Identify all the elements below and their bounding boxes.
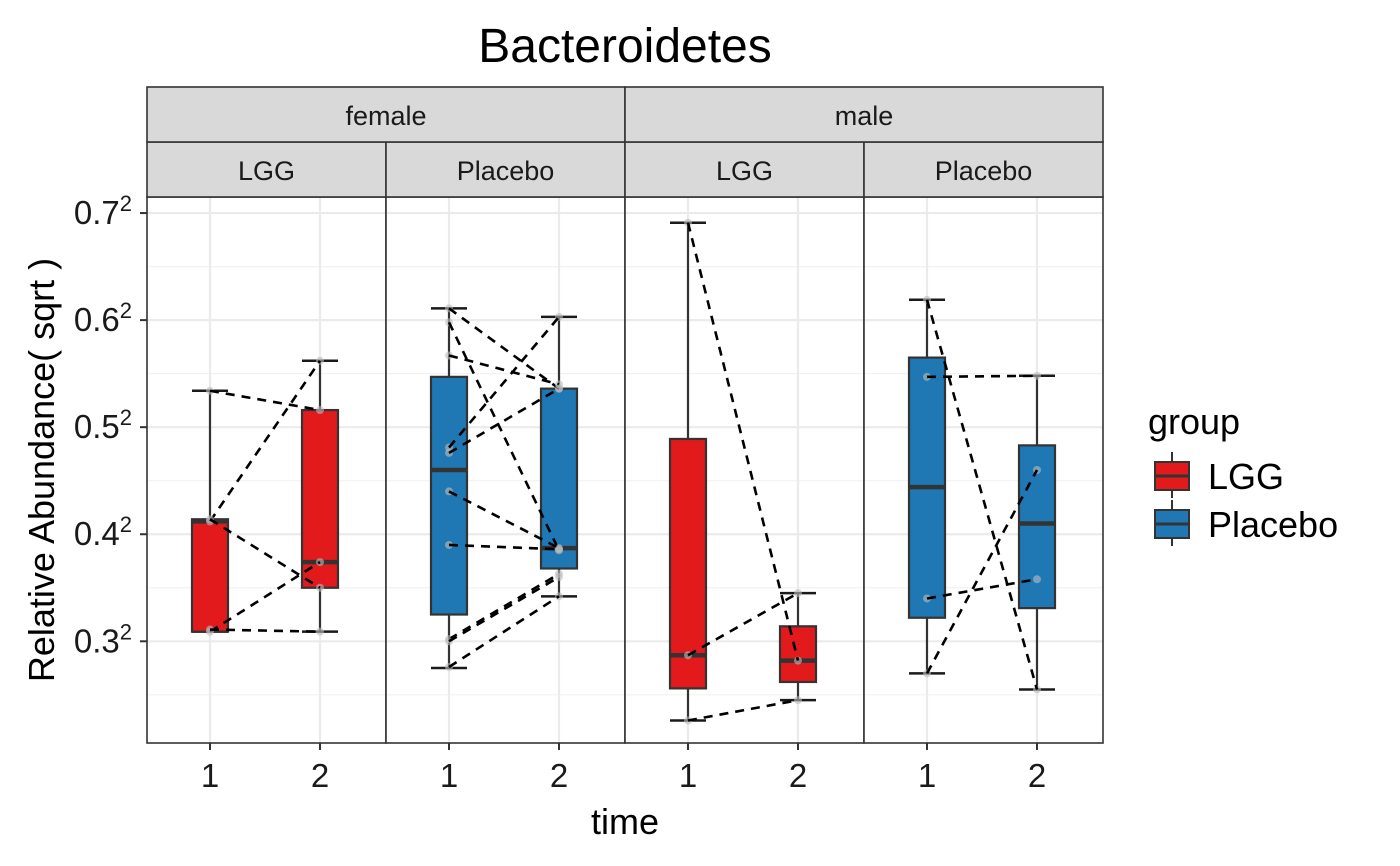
y-tick-base: 0.4 (74, 515, 120, 552)
panel-background (625, 197, 864, 743)
y-tick-label: 0.32 (74, 619, 132, 659)
y-tick-label: 0.52 (74, 405, 132, 445)
paired-connector (447, 321, 561, 551)
x-tick-label: 2 (311, 757, 329, 794)
strip-sex-male (624, 86, 1104, 143)
y-axis-title: Relative Abundance( sqrt ) (21, 258, 62, 682)
paired-connector (687, 698, 799, 722)
paired-connector (687, 591, 799, 657)
x-axis-title: time (591, 801, 659, 842)
panel-background (386, 197, 625, 743)
strip-group-lgg (624, 141, 865, 198)
paired-connector (926, 374, 1038, 379)
data-point (1033, 371, 1041, 380)
paired-connector (686, 222, 800, 661)
y-tick-base: 0.6 (74, 301, 120, 338)
paired-connector (448, 490, 560, 550)
x-tick-label: 1 (679, 757, 697, 794)
data-point (555, 384, 563, 393)
paired-connector (926, 577, 1038, 600)
y-tick-base: 0.5 (74, 408, 120, 445)
y-tick-base: 0.3 (74, 622, 120, 659)
panel-female-placebo (385, 196, 626, 744)
y-tick-label: 0.62 (74, 298, 132, 338)
x-tick-label: 1 (201, 757, 219, 794)
paired-connector (448, 575, 560, 643)
x-tick-label: 1 (918, 757, 936, 794)
panel-female-lgg (146, 196, 387, 744)
paired-connector (209, 389, 321, 412)
y-tick-exponent: 2 (120, 298, 132, 323)
paired-connector (209, 518, 321, 589)
data-point (555, 545, 563, 554)
strip-group-label: Placebo (457, 156, 555, 186)
panel-background (147, 197, 386, 743)
x-tick-label: 2 (789, 757, 807, 794)
paired-connector (448, 595, 560, 669)
paired-connector (448, 354, 560, 386)
x-tick-label: 2 (550, 757, 568, 794)
box-placebo-time-1 (429, 307, 469, 670)
paired-connector (925, 469, 1039, 675)
y-tick-exponent: 2 (120, 405, 132, 430)
box-body (668, 437, 708, 690)
paired-connector (208, 360, 322, 523)
chart-title: Bacteroidetes (478, 20, 772, 73)
box-body (539, 387, 579, 570)
strip-group-placebo (385, 141, 626, 198)
legend-entry-placebo: Placebo (1154, 500, 1338, 546)
strip-sex-label: female (345, 101, 426, 131)
x-tick-label: 2 (1028, 757, 1046, 794)
panel-male-lgg (624, 196, 865, 744)
y-tick-exponent: 2 (120, 512, 132, 537)
x-axis: 1 2 1 2 1 2 1 2 (201, 743, 1046, 794)
strip-sex-label: male (835, 101, 894, 131)
strip-group-label: Placebo (935, 156, 1033, 186)
box-body (429, 375, 469, 616)
data-point (316, 627, 324, 636)
paired-connector (448, 316, 560, 449)
paired-connector (448, 387, 560, 454)
legend-label: LGG (1208, 456, 1284, 497)
y-axis: 0.320.420.520.620.72 (74, 191, 147, 659)
strip-group-label: LGG (716, 156, 773, 186)
panel-male-placebo (863, 196, 1104, 744)
data-point (794, 696, 802, 705)
data-point (1033, 575, 1041, 584)
paired-connector (209, 560, 321, 633)
box-placebo-time-1 (907, 298, 947, 675)
paired-connector (448, 543, 560, 551)
paired-connector (448, 307, 560, 390)
y-tick-label: 0.42 (74, 512, 132, 552)
facet-panels (146, 196, 1104, 744)
strip-group-label: LGG (238, 156, 295, 186)
y-tick-base: 0.7 (74, 194, 120, 231)
paired-connector (925, 299, 1039, 690)
y-tick-exponent: 2 (120, 619, 132, 644)
data-point (794, 589, 802, 598)
legend: group LGG Placebo (1148, 401, 1338, 546)
data-point (316, 406, 324, 415)
strip-group-lgg (146, 141, 387, 198)
box-lgg-time-1 (668, 221, 708, 722)
legend-title: group (1148, 401, 1240, 442)
y-tick-exponent: 2 (120, 191, 132, 216)
data-point (555, 573, 563, 582)
paired-connector (448, 572, 560, 641)
facet-strips: LGG Placebo LGG Placebo female male (146, 86, 1104, 198)
paired-connector (209, 628, 321, 633)
strip-group-placebo (863, 141, 1104, 198)
panel-background (864, 197, 1103, 743)
legend-entry-lgg: LGG (1154, 452, 1284, 498)
box-lgg-time-1 (190, 389, 230, 633)
box-body (190, 518, 230, 633)
x-tick-label: 1 (440, 757, 458, 794)
box-body (778, 625, 818, 684)
legend-label: Placebo (1208, 504, 1338, 545)
y-tick-label: 0.72 (74, 191, 132, 231)
